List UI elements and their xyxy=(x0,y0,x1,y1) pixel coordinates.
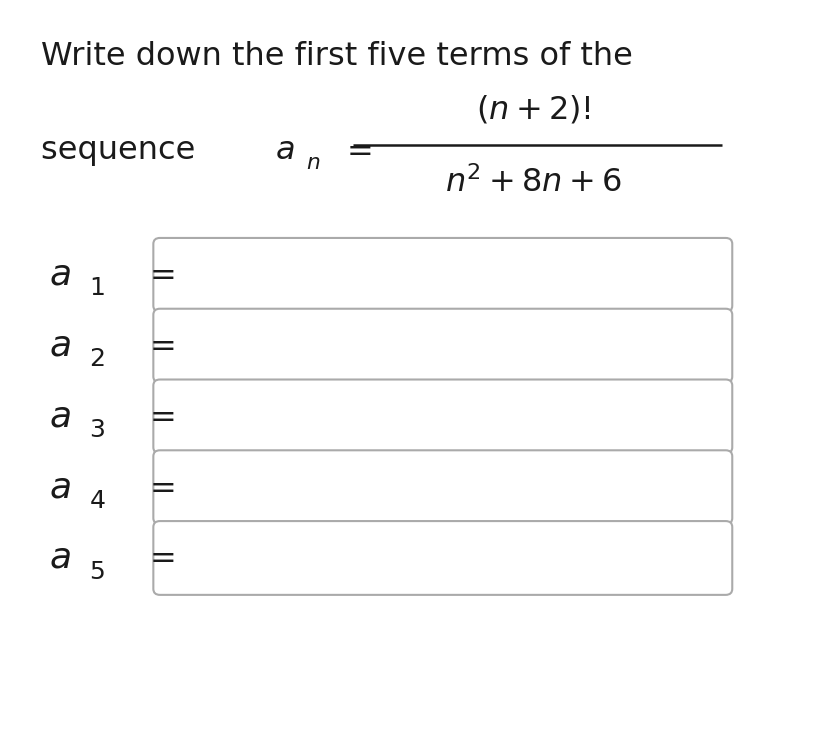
Text: $4$: $4$ xyxy=(88,489,105,513)
Text: $5$: $5$ xyxy=(88,559,104,584)
Text: $2$: $2$ xyxy=(88,347,104,371)
Text: $=$: $=$ xyxy=(340,135,372,166)
Text: $a$: $a$ xyxy=(49,399,71,434)
Text: $n^2 + 8n + 6$: $n^2 + 8n + 6$ xyxy=(444,166,621,200)
Text: sequence: sequence xyxy=(41,135,206,166)
Text: $a$: $a$ xyxy=(274,135,294,166)
Text: $=$: $=$ xyxy=(143,259,175,291)
Text: $=$: $=$ xyxy=(143,471,175,503)
Text: $3$: $3$ xyxy=(88,418,104,442)
Text: $n$: $n$ xyxy=(305,153,319,172)
Text: $=$: $=$ xyxy=(143,542,175,574)
Text: $a$: $a$ xyxy=(49,258,71,292)
Text: $=$: $=$ xyxy=(143,330,175,361)
Text: $a$: $a$ xyxy=(49,328,71,363)
Text: $(n + 2)!$: $(n + 2)!$ xyxy=(475,93,590,125)
Text: $=$: $=$ xyxy=(143,401,175,432)
Text: $1$: $1$ xyxy=(88,276,104,300)
Text: $a$: $a$ xyxy=(49,470,71,505)
Text: $a$: $a$ xyxy=(49,541,71,575)
Text: Write down the first five terms of the: Write down the first five terms of the xyxy=(41,41,632,72)
